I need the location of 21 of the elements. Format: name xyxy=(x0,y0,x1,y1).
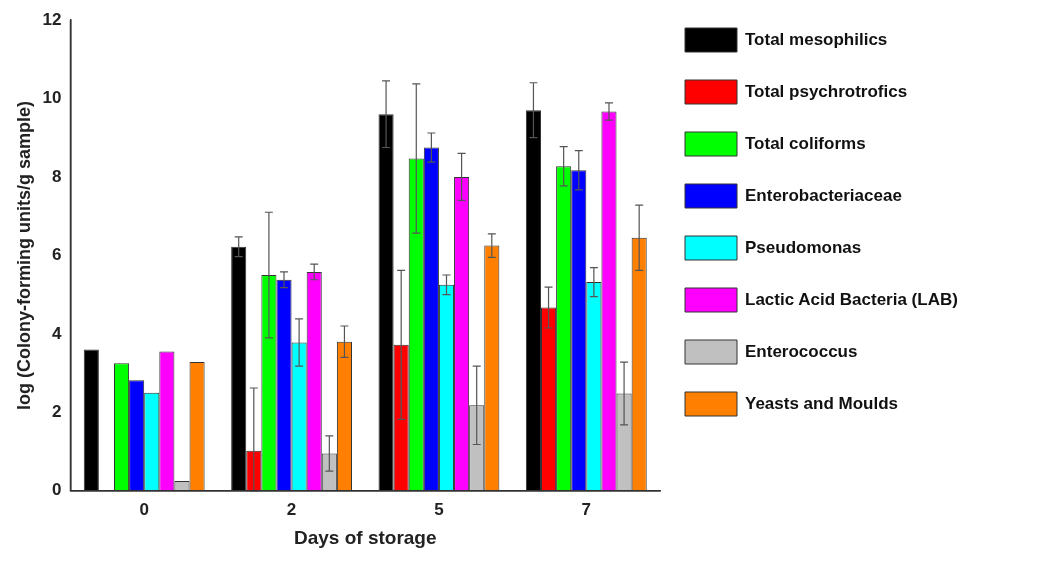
legend-label: Pseudomonas xyxy=(745,237,862,257)
x-tick-label: 2 xyxy=(286,499,297,519)
legend-label: Total psychrotrofics xyxy=(745,81,908,101)
legend-label: Lactic Acid Bacteria (LAB) xyxy=(745,289,958,309)
legend-label: Enterobacteriaceae xyxy=(745,185,902,205)
legend-label: Total mesophilics xyxy=(745,29,888,49)
x-tick-label: 0 xyxy=(139,499,149,519)
y-tick-label: 2 xyxy=(52,402,62,422)
x-tick-label: 7 xyxy=(581,499,592,519)
y-tick-label: 0 xyxy=(52,480,62,500)
y-tick-label: 10 xyxy=(42,88,62,108)
legend-label: Yeasts and Moulds xyxy=(745,393,899,413)
y-tick-label: 4 xyxy=(52,323,63,343)
y-tick-label: 12 xyxy=(42,9,62,29)
legend-label: Enterococcus xyxy=(745,341,858,361)
x-axis-title: Days of storage xyxy=(293,526,437,548)
x-tick-label: 5 xyxy=(434,499,444,519)
y-tick-label: 8 xyxy=(52,166,62,186)
legend-label: Total coliforms xyxy=(745,133,866,153)
y-axis-title: log (Colony-forming units/g sample) xyxy=(13,100,34,410)
y-tick-label: 6 xyxy=(52,245,62,265)
